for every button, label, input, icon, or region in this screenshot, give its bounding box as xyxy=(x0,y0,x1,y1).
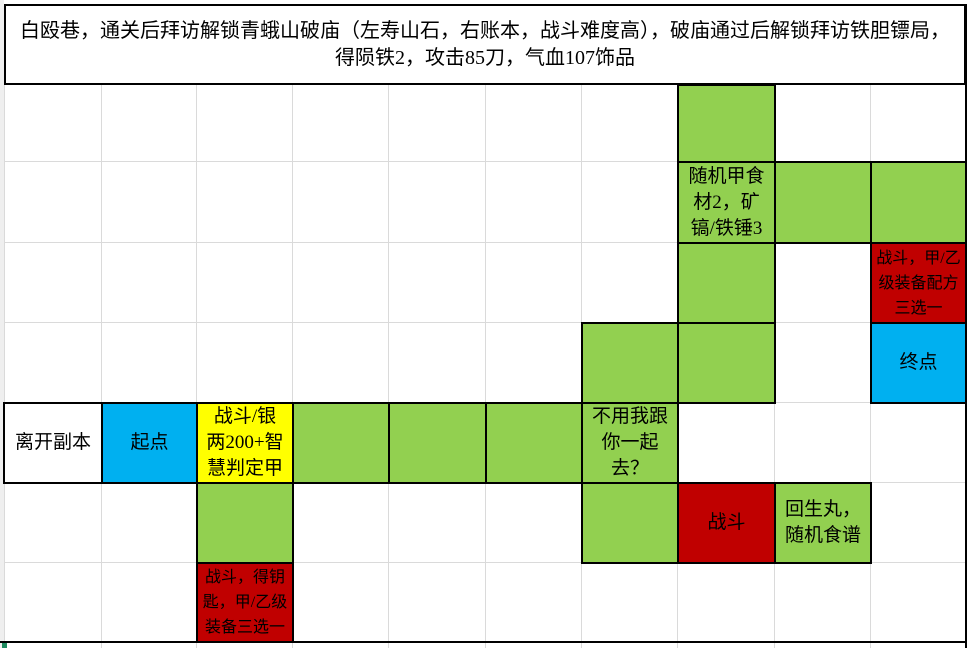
grid-cell[interactable] xyxy=(102,85,197,162)
header-line-2: 得陨铁2，攻击85刀，气血107饰品 xyxy=(335,46,635,69)
path-cell[interactable] xyxy=(485,402,583,484)
header-line-1: 白殴巷，通关后拜访解锁青蛾山破庙（左寿山石，右账本，战斗难度高），破庙通过后解锁… xyxy=(20,19,950,42)
grid-cell[interactable] xyxy=(486,642,582,648)
path-cell[interactable] xyxy=(581,322,679,404)
grid-cell[interactable] xyxy=(102,563,197,642)
grid-cell[interactable] xyxy=(102,243,197,323)
grid-cell[interactable] xyxy=(486,483,582,563)
table-right-border xyxy=(965,4,967,648)
grid-cell[interactable] xyxy=(197,162,293,243)
grid-cell[interactable] xyxy=(775,243,871,323)
grid-cell[interactable] xyxy=(293,563,389,642)
battle-or-silver-check-cell[interactable]: 战斗/银 两200+智 慧判定甲 xyxy=(196,402,294,484)
header-note-cell[interactable]: 白殴巷，通关后拜访解锁青蛾山破庙（左寿山石，右账本，战斗难度高），破庙通过后解锁… xyxy=(4,4,966,85)
path-cell[interactable] xyxy=(870,161,967,244)
grid-cell[interactable] xyxy=(293,642,389,648)
grid-cell[interactable] xyxy=(102,162,197,243)
path-cell[interactable] xyxy=(292,402,390,484)
grid-cell[interactable] xyxy=(389,323,486,403)
grid-cell[interactable] xyxy=(389,563,486,642)
path-cell[interactable] xyxy=(677,322,776,404)
grid-cell[interactable] xyxy=(4,323,102,403)
grid-cell[interactable] xyxy=(293,243,389,323)
battle-cell-equip-recipe[interactable]: 战斗，甲/乙 级装备配方 三选一 xyxy=(870,242,967,324)
grid-cell[interactable] xyxy=(775,85,871,162)
grid-cell[interactable] xyxy=(486,323,582,403)
end-cell[interactable]: 终点 xyxy=(870,322,967,404)
grid-cell[interactable] xyxy=(775,642,871,648)
grid-cell[interactable] xyxy=(582,243,678,323)
grid-cell[interactable] xyxy=(293,85,389,162)
grid-cell[interactable] xyxy=(4,85,102,162)
grid-cell[interactable] xyxy=(389,85,486,162)
grid-cell[interactable] xyxy=(293,323,389,403)
grid-cell[interactable] xyxy=(389,162,486,243)
loot-cell-pill-recipe[interactable]: 回生丸， 随机食谱 xyxy=(774,482,872,564)
grid-cell[interactable] xyxy=(293,483,389,563)
sheet-corner-marker xyxy=(2,643,7,648)
grid-cell[interactable] xyxy=(389,642,486,648)
grid-cell[interactable] xyxy=(102,323,197,403)
grid-cell[interactable] xyxy=(871,563,966,642)
grid-cell[interactable] xyxy=(871,403,966,483)
grid-cell[interactable] xyxy=(102,642,197,648)
table-bottom-border xyxy=(0,641,967,643)
grid-cell[interactable] xyxy=(871,85,966,162)
grid-cell[interactable] xyxy=(197,323,293,403)
path-cell[interactable] xyxy=(677,242,776,324)
grid-cell[interactable] xyxy=(197,243,293,323)
grid-cell[interactable] xyxy=(102,483,197,563)
path-cell[interactable] xyxy=(581,482,679,564)
grid-cell[interactable] xyxy=(775,323,871,403)
grid-left-line xyxy=(4,85,5,642)
grid-cell[interactable] xyxy=(389,483,486,563)
map-grid: 随机甲食 材2，矿 镐/铁锤3 战斗，甲/乙 级装备配方 三选一 终点 离开副本 起点战… xyxy=(3,84,967,648)
grid-cell[interactable] xyxy=(4,243,102,323)
grid-cell[interactable] xyxy=(871,483,966,563)
grid-cell[interactable] xyxy=(197,85,293,162)
grid-cell[interactable] xyxy=(582,162,678,243)
grid-cell[interactable] xyxy=(486,243,582,323)
grid-cell[interactable] xyxy=(678,563,775,642)
grid-cell[interactable] xyxy=(4,483,102,563)
grid-cell[interactable] xyxy=(293,162,389,243)
grid-cell[interactable] xyxy=(389,243,486,323)
grid-cell[interactable] xyxy=(678,642,775,648)
grid-cell[interactable] xyxy=(582,563,678,642)
grid-cell[interactable] xyxy=(197,642,293,648)
grid-cell[interactable] xyxy=(678,403,775,483)
grid-cell[interactable] xyxy=(486,85,582,162)
battle-cell[interactable]: 战斗 xyxy=(677,482,776,564)
path-cell[interactable] xyxy=(196,482,294,564)
start-cell[interactable]: 起点 xyxy=(101,402,198,484)
grid-cell[interactable] xyxy=(4,162,102,243)
battle-key-cell[interactable]: 战斗，得钥 匙，甲/乙级 装备三选一 xyxy=(196,562,294,643)
grid-cell[interactable] xyxy=(775,563,871,642)
path-cell[interactable] xyxy=(774,161,872,244)
grid-cell[interactable] xyxy=(486,162,582,243)
loot-cell-food-tools[interactable]: 随机甲食 材2，矿 镐/铁锤3 xyxy=(677,161,776,244)
path-cell[interactable] xyxy=(677,84,776,163)
grid-cell[interactable] xyxy=(486,563,582,642)
grid-cell[interactable] xyxy=(582,642,678,648)
exit-cell[interactable]: 离开副本 xyxy=(3,402,103,484)
path-cell[interactable] xyxy=(388,402,487,484)
grid-cell[interactable] xyxy=(775,403,871,483)
grid-cell[interactable] xyxy=(4,642,102,648)
grid-cell[interactable] xyxy=(582,85,678,162)
grid-cell[interactable] xyxy=(4,563,102,642)
sheet-edge-strip xyxy=(0,0,4,648)
npc-dialog-cell[interactable]: 不用我跟 你一起 去？ xyxy=(581,402,679,484)
